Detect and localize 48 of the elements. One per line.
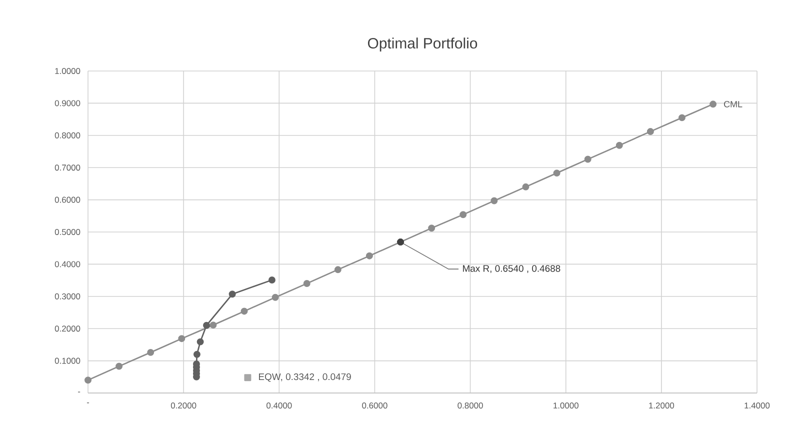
x-tick-label: 0.4000: [266, 402, 292, 409]
point: [196, 338, 204, 346]
x-tick-label: -: [86, 402, 90, 404]
point: [366, 252, 373, 260]
point: [240, 308, 248, 315]
x-tick-label: 0.6000: [362, 402, 388, 409]
point: [210, 322, 217, 329]
point: [553, 170, 560, 177]
point: [678, 114, 686, 122]
y-tick-label: 0.3000: [54, 293, 80, 300]
point: [616, 142, 623, 149]
point: [178, 335, 186, 342]
point: [116, 362, 123, 370]
point: [268, 276, 276, 284]
x-tick-label: 0.2000: [170, 402, 196, 409]
point: [522, 183, 530, 190]
x-tick-label: 1.0000: [554, 402, 578, 409]
point: [428, 224, 436, 232]
point: [147, 348, 154, 356]
point: [84, 376, 92, 384]
y-tick-label: 0.1000: [54, 358, 80, 364]
y-tick-label: 0.8000: [54, 132, 80, 138]
y-tick-label: 0.2000: [54, 326, 80, 332]
y-tick-label: 0.7000: [54, 164, 80, 171]
x-tick-label: 1.4000: [744, 402, 770, 409]
annotation: EQW, 0.3342 , 0.0479: [259, 373, 351, 382]
y-tick-label: 0.9000: [54, 100, 80, 106]
point: [584, 156, 592, 163]
point: [203, 322, 210, 329]
x-tick-label: 1.2000: [649, 402, 674, 409]
point: [334, 266, 342, 274]
point: [244, 374, 252, 382]
series-label: CML: [724, 100, 742, 108]
point: [710, 100, 717, 108]
y-tick-label: 0.5000: [54, 229, 80, 235]
y-tick-label: 0.4000: [54, 261, 80, 268]
point: [646, 128, 654, 136]
point: [303, 280, 310, 288]
y-tick-label: 1.0000: [55, 68, 80, 74]
point: [272, 294, 279, 301]
y-tick-label: 0.6000: [54, 196, 80, 203]
point: [490, 197, 498, 204]
point: [460, 211, 467, 218]
x-tick-label: 0.8000: [458, 402, 483, 409]
chart-title: Optimal Portfolio: [368, 38, 478, 52]
point: [193, 350, 200, 358]
point: [228, 290, 236, 298]
annotation: Max R, 0.6540 , 0.4688: [463, 265, 560, 273]
